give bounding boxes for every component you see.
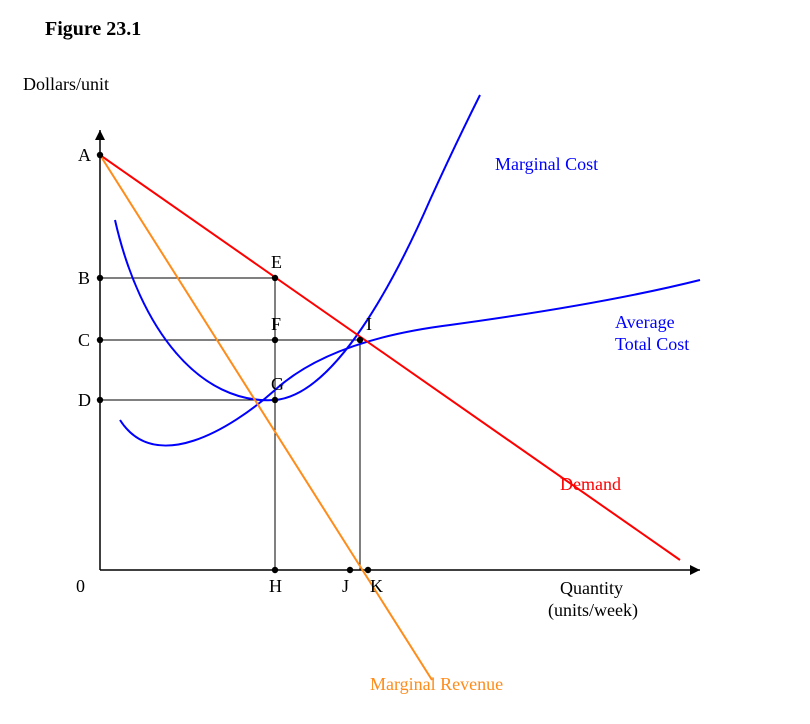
figure-title: Figure 23.1 bbox=[45, 18, 141, 40]
point-label-A: A bbox=[78, 145, 91, 165]
marginal-cost-curve bbox=[115, 95, 480, 400]
average-total-cost-label-2: Total Cost bbox=[615, 334, 689, 354]
x-axis-label-2: (units/week) bbox=[548, 600, 638, 621]
point-label-G: G bbox=[271, 374, 284, 394]
average-total-cost-label-1: Average bbox=[615, 312, 675, 332]
origin-label: 0 bbox=[76, 576, 85, 596]
point-label-J: J bbox=[342, 576, 349, 596]
point-label-F: F bbox=[271, 314, 281, 334]
marginal-revenue-label: Marginal Revenue bbox=[370, 674, 503, 694]
y-axis-label: Dollars/unit bbox=[23, 74, 109, 94]
point-label-I: I bbox=[366, 314, 372, 334]
point-label-K: K bbox=[370, 576, 383, 596]
point-label-H: H bbox=[269, 576, 282, 596]
point-label-E: E bbox=[271, 252, 282, 272]
x-axis-label-1: Quantity bbox=[560, 578, 623, 598]
demand-line bbox=[100, 155, 680, 560]
point-label-D: D bbox=[78, 390, 91, 410]
marginal-cost-label: Marginal Cost bbox=[495, 154, 598, 174]
econ-chart: Figure 23.1 Dollars/unit Marginal Cost A… bbox=[0, 0, 810, 724]
marginal-revenue-line bbox=[100, 155, 432, 680]
axes bbox=[95, 130, 700, 575]
point-label-C: C bbox=[78, 330, 90, 350]
demand-label: Demand bbox=[560, 474, 621, 494]
average-total-cost-curve bbox=[120, 280, 700, 446]
point-label-B: B bbox=[78, 268, 90, 288]
